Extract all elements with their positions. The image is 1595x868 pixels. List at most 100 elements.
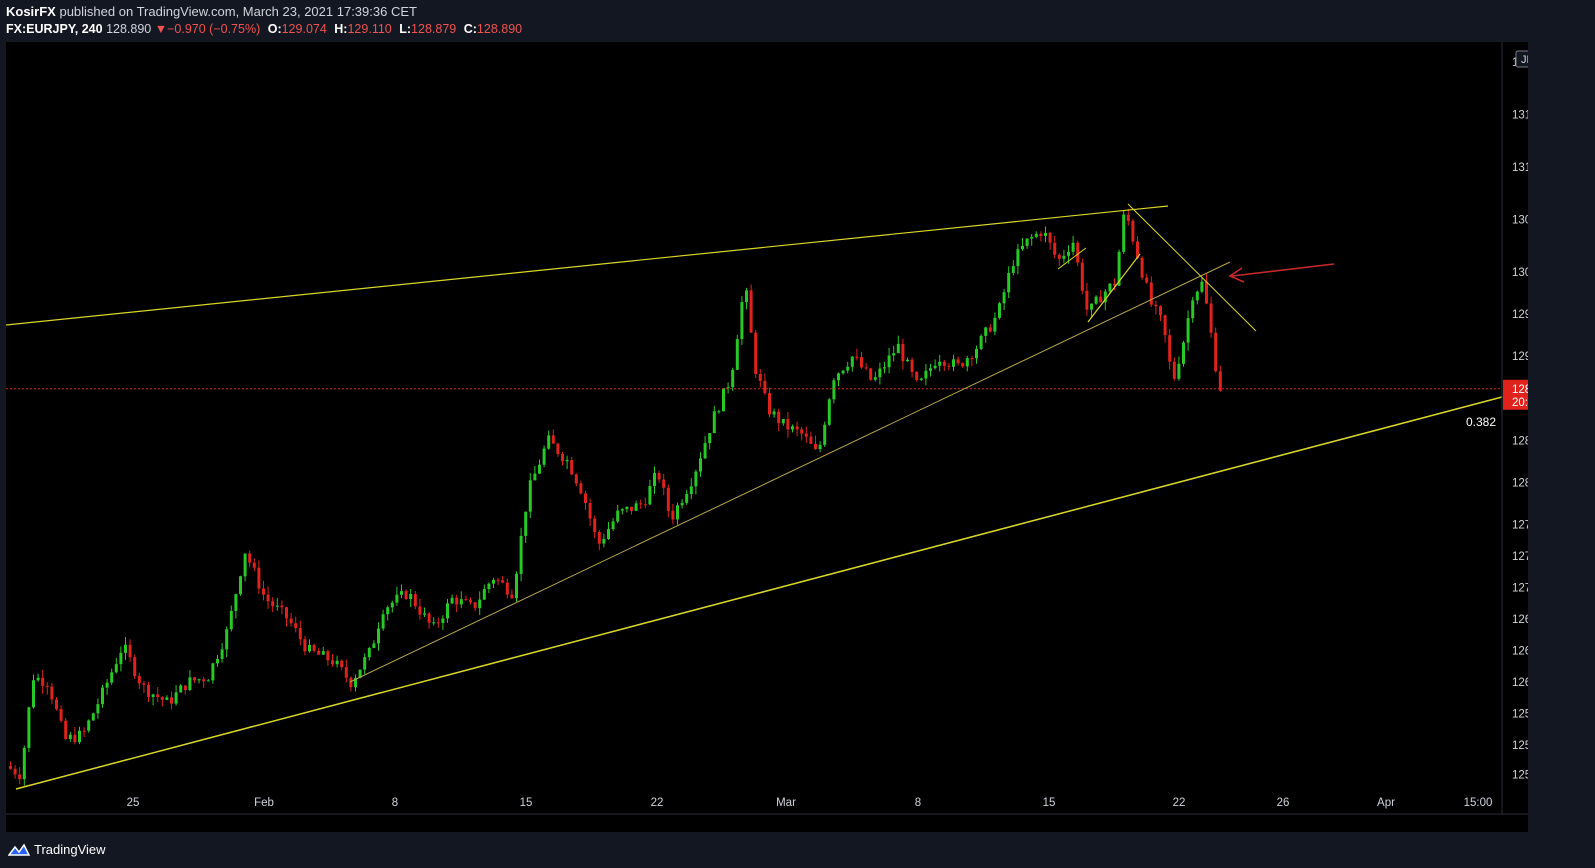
candle-body [1108, 283, 1112, 292]
candle-body [147, 684, 150, 698]
candle-body [335, 660, 339, 665]
price-tick-label: 127.600 [1512, 519, 1528, 531]
candle-body [248, 553, 252, 563]
low-value: 128.879 [411, 22, 457, 36]
candle-body [243, 553, 247, 577]
candle-body [285, 607, 288, 619]
candle-body [988, 327, 992, 332]
candle-body [1154, 304, 1158, 307]
price-chart[interactable]: 131.500 131.000 130.500 130.000 129.600 129.2… [5, 42, 1557, 832]
candle-body [731, 369, 735, 388]
candle-body [142, 683, 146, 685]
candle-body [878, 368, 882, 378]
candle-body [193, 677, 196, 681]
candle-body [869, 368, 873, 380]
candle-body [887, 355, 891, 368]
candle-body [105, 682, 109, 688]
tradingview-logo[interactable]: TradingView [8, 842, 106, 857]
impulse-line [1087, 253, 1141, 323]
candle-body [722, 388, 725, 412]
candle-body [929, 368, 932, 371]
candle-body [896, 343, 900, 354]
candle-body [841, 370, 845, 374]
candle-body [680, 502, 684, 506]
candle-body [956, 359, 960, 364]
candle-body [643, 504, 647, 506]
candle-body [432, 622, 436, 624]
candle-body [864, 367, 868, 369]
candle-body [308, 644, 311, 652]
candle-body [556, 443, 560, 454]
candle-body [367, 647, 371, 658]
candle-body [280, 605, 284, 608]
candle-body [487, 583, 491, 590]
candle-body [27, 707, 31, 748]
candle-body [469, 600, 472, 603]
countdown-label: 20:26 [1512, 397, 1528, 409]
candle-body [427, 613, 431, 623]
candle-body [1094, 296, 1098, 304]
candle-body [1044, 232, 1047, 237]
candle-body [561, 453, 564, 462]
candle-body [59, 709, 63, 721]
candle-body [482, 589, 486, 600]
candle-body [344, 667, 348, 678]
candle-body [303, 639, 307, 652]
candle-body [758, 373, 762, 381]
candle-body [570, 460, 574, 475]
candle-body [266, 594, 270, 602]
close-label: C: [463, 22, 477, 36]
channel-upper-trendline [5, 205, 1169, 326]
candle-body [1062, 255, 1066, 259]
time-tick-label: 25 [127, 797, 140, 809]
candle-body [354, 677, 357, 688]
candle-body [933, 365, 937, 369]
price-tick-label: 126.100 [1512, 677, 1528, 689]
candle-body [616, 510, 620, 522]
candle-body [298, 628, 302, 640]
candle-body [1011, 266, 1015, 273]
price-tick-label: 128.000 [1512, 477, 1528, 489]
time-tick-label: 8 [392, 797, 398, 809]
symbol-label[interactable]: FX:EURJPY, 240 [6, 22, 103, 36]
rising-support-line [349, 261, 1231, 683]
candle-body [197, 679, 201, 681]
candle-body [1021, 245, 1024, 250]
price-tick-label: 129.200 [1512, 351, 1528, 363]
candle-body [156, 694, 160, 698]
time-tick-label: Mar [776, 797, 796, 809]
candle-body [979, 335, 983, 349]
candle-body [64, 720, 68, 739]
candle-body [1218, 371, 1222, 391]
candle-body [220, 649, 224, 659]
close-value: 128.890 [476, 22, 523, 36]
candle-body [294, 623, 298, 629]
candle-body [1113, 283, 1116, 286]
candle-body [832, 380, 836, 400]
candle-body [639, 503, 643, 505]
candle-body [740, 302, 744, 340]
candle-body [101, 687, 104, 705]
time-tick-label: 22 [651, 797, 664, 809]
flag-line [1057, 247, 1087, 270]
candle-body [36, 677, 40, 681]
candle-body [588, 503, 592, 519]
author-name[interactable]: KosirFX [6, 4, 56, 19]
ohlc-line: FX:EURJPY, 240 128.890 ▼−0.970 (−0.75%) … [6, 22, 522, 36]
chart-area[interactable]: 131.500 131.000 130.500 130.000 129.600 129.2… [5, 42, 1557, 832]
time-tick-label: Feb [254, 797, 274, 809]
candle-body [390, 602, 394, 608]
candle-body [96, 704, 100, 714]
candle-body [804, 433, 808, 437]
candle-body [1048, 232, 1052, 243]
candle-body [1117, 251, 1121, 286]
candle-body [441, 618, 445, 624]
candle-body [547, 435, 551, 449]
publish-line: KosirFX published on TradingView.com, Ma… [6, 4, 417, 19]
candle-body [202, 679, 206, 682]
candle-body [206, 680, 210, 682]
time-axis[interactable]: 25 Feb 8 15 22 Mar 8 15 22 26 Apr 15:00 [127, 797, 1493, 809]
candle-body [528, 480, 532, 512]
time-tick-label: 15 [1043, 797, 1056, 809]
candle-body [68, 734, 72, 739]
